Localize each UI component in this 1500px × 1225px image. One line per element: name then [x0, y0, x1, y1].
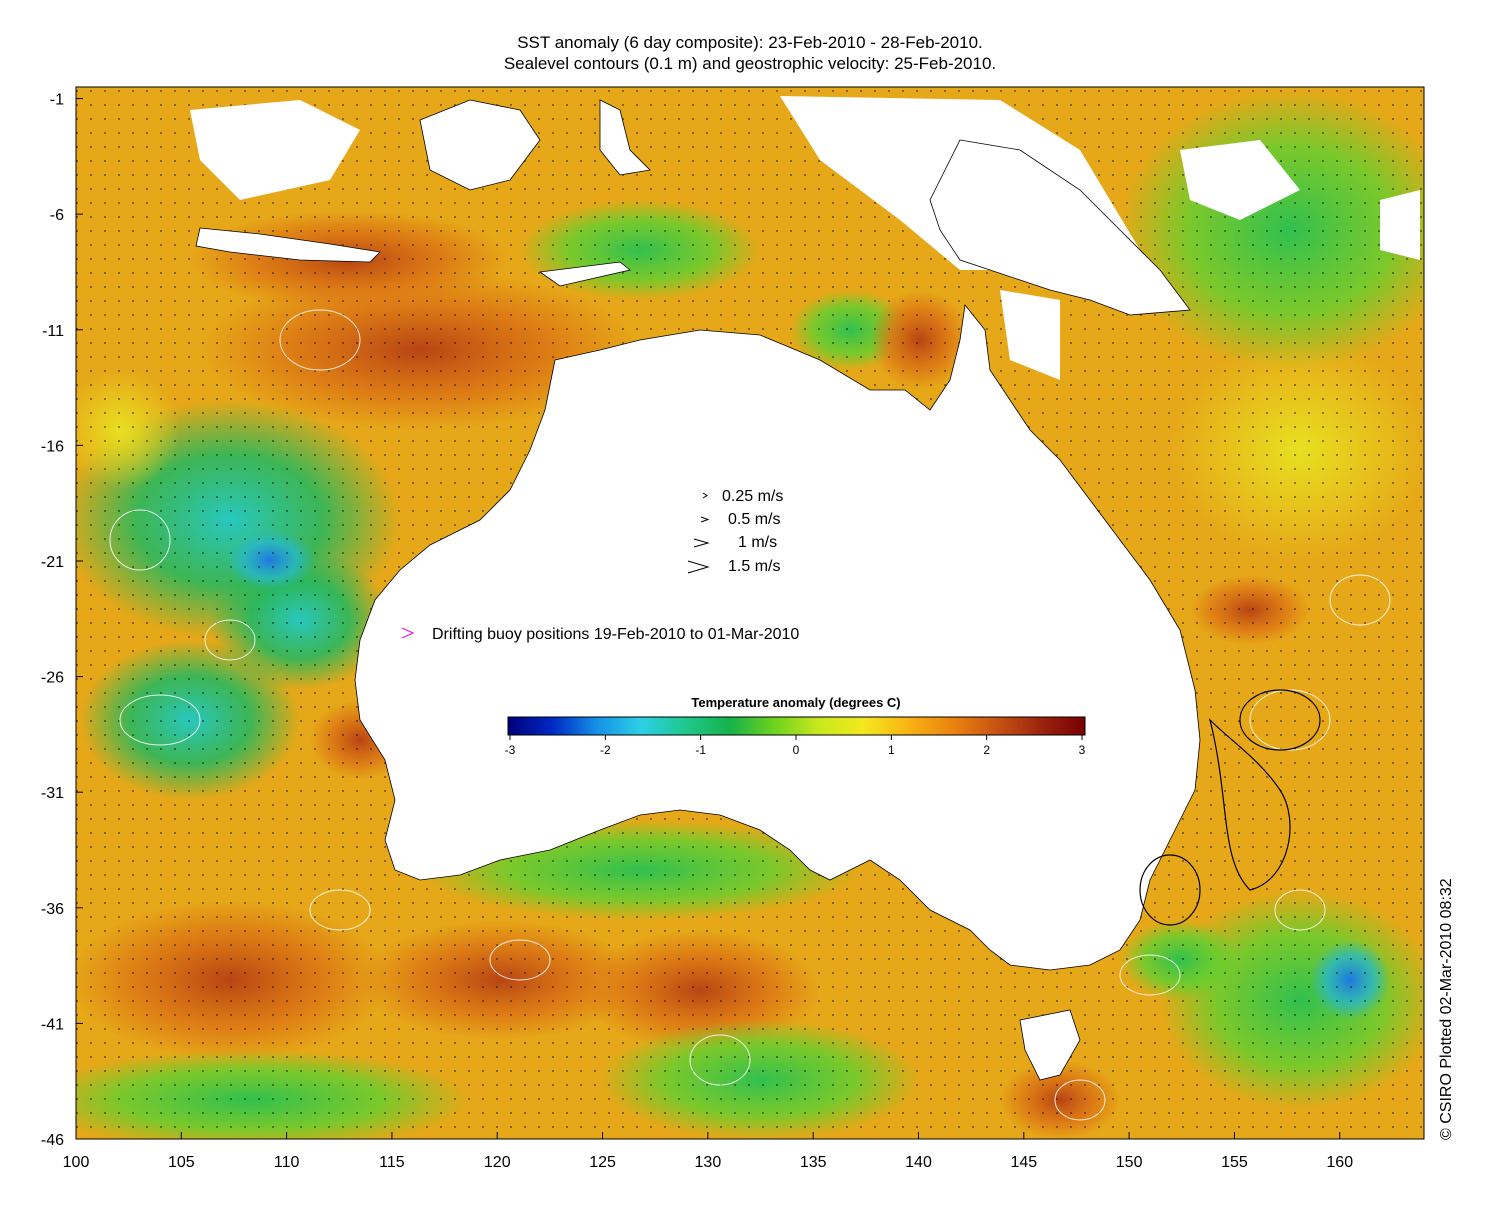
x-tick-label: 105 [168, 1154, 195, 1171]
x-tick-label: 160 [1326, 1154, 1353, 1171]
x-tick-label: 100 [63, 1154, 90, 1171]
colorbar-tick-label: -2 [600, 743, 611, 757]
x-axis: 100 105 110 115 120 125 130 135 140 145 150 155 160 [63, 1132, 1353, 1171]
buoy-marker-icon [401, 627, 415, 639]
x-tick-label: 135 [800, 1154, 827, 1171]
colorbar: Temperature anomaly (degrees C) -3 -2 -1 0 1… [505, 695, 1086, 757]
x-tick-label: 155 [1221, 1154, 1248, 1171]
borneo [419, 99, 541, 191]
sulawesi [599, 99, 651, 176]
plot-frame [75, 86, 1425, 1140]
velocity-label-0.5: 0.5 m/s [728, 511, 780, 528]
velocity-label-0.25: 0.25 m/s [722, 488, 783, 505]
velocity-label-1.5: 1.5 m/s [728, 558, 780, 575]
y-tick-label: -11 [42, 323, 64, 340]
y-tick-label: -1 [50, 92, 64, 109]
tasmania [1019, 1009, 1081, 1081]
colorbar-title: Temperature anomaly (degrees C) [691, 695, 900, 710]
colorbar-tick-label: 0 [793, 743, 800, 757]
x-tick-label: 110 [274, 1154, 300, 1171]
y-tick-label: -16 [41, 438, 64, 455]
y-tick-label: -21 [41, 554, 64, 571]
colorbar-tick-label: -3 [505, 743, 516, 757]
colorbar-tick-label: 1 [888, 743, 895, 757]
y-tick-label: -46 [41, 1132, 64, 1149]
x-tick-label: 120 [484, 1154, 511, 1171]
colorbar-gradient [507, 716, 1086, 736]
y-tick-label: -41 [41, 1016, 64, 1033]
y-tick-label: -6 [50, 207, 64, 224]
colorbar-tick-label: 2 [983, 743, 990, 757]
java [195, 227, 381, 263]
velocity-label-1: 1 m/s [738, 534, 777, 551]
x-tick-label: 140 [905, 1154, 932, 1171]
new-guinea [929, 139, 1191, 316]
y-axis: -1 -6 -11 -16 -21 -26 -31 -36 -41 -46 [41, 92, 83, 1149]
landmasses [195, 99, 1201, 1081]
timor [538, 261, 631, 287]
colorbar-tick-label: 3 [1079, 743, 1086, 757]
map-title-line1: SST anomaly (6 day composite): 23-Feb-20… [517, 33, 983, 52]
sealevel-contours [109, 309, 1391, 1121]
velocity-arrow-0.25 [702, 492, 708, 499]
y-tick-label: -36 [41, 901, 64, 918]
buoy-legend: Drifting buoy positions 19-Feb-2010 to 0… [401, 626, 799, 643]
velocity-arrow-1 [693, 538, 710, 548]
buoy-legend-label: Drifting buoy positions 19-Feb-2010 to 0… [432, 626, 799, 643]
x-tick-label: 130 [695, 1154, 722, 1171]
colorbar-ticks: -3 -2 -1 0 1 2 3 [505, 735, 1086, 757]
velocity-arrow-0.5 [700, 516, 710, 523]
australia-landmass [354, 304, 1201, 971]
map-title-line2: Sealevel contours (0.1 m) and geostrophi… [503, 54, 997, 73]
colorbar-tick-label: -1 [695, 743, 706, 757]
east-australian-current [1139, 689, 1321, 926]
velocity-arrow-1.5 [687, 560, 710, 574]
x-tick-label: 150 [1116, 1154, 1143, 1171]
velocity-legend: 0.25 m/s 0.5 m/s 1 m/s 1.5 m/s [687, 488, 783, 575]
y-tick-label: -31 [41, 785, 64, 802]
x-tick-label: 125 [589, 1154, 616, 1171]
x-tick-label: 145 [1010, 1154, 1037, 1171]
y-tick-label: -26 [41, 670, 64, 687]
x-tick-label: 115 [379, 1154, 405, 1171]
copyright-credit: © CSIRO Plotted 02-Mar-2010 08:32 [1438, 878, 1455, 1140]
